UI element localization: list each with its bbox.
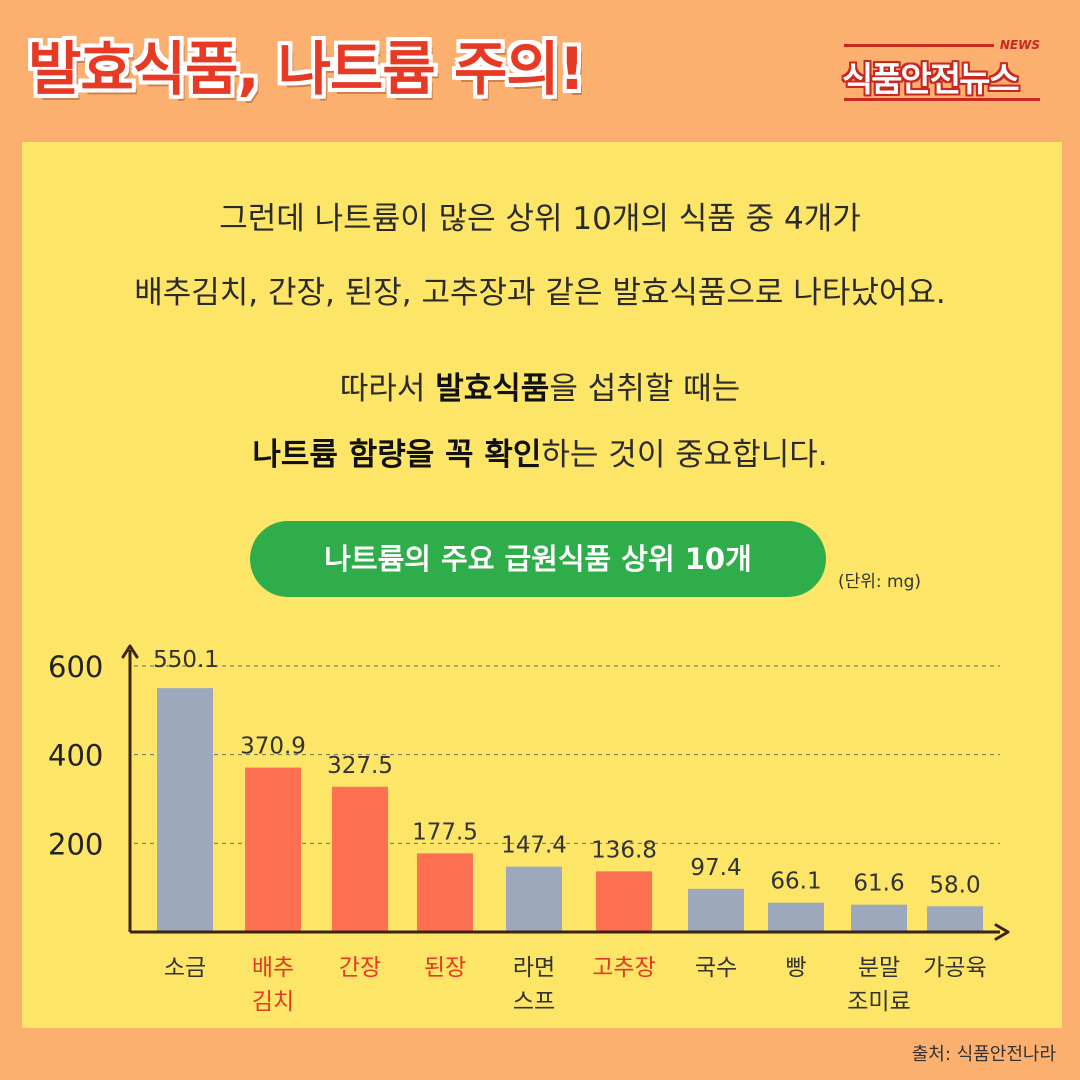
category-label: 분말 — [858, 955, 900, 981]
logo-news-tag: NEWS — [999, 38, 1040, 52]
y-axis-arrow — [121, 644, 139, 659]
y-tick-label: 400 — [48, 739, 103, 773]
bar — [927, 906, 983, 932]
advice-line-1: 따라서 발효식품을 섭취할 때는 — [0, 358, 1080, 420]
value-label: 58.0 — [929, 872, 980, 898]
value-label: 66.1 — [770, 869, 821, 895]
value-label: 61.6 — [853, 871, 904, 897]
unit-label: (단위: mg) — [838, 572, 922, 592]
logo-text: 식품안전뉴스 — [842, 60, 1020, 100]
advice-line-1-bold: 발효식품 — [435, 371, 550, 407]
category-label: 간장 — [339, 955, 381, 981]
value-label: 97.4 — [690, 855, 741, 881]
category-label: 조미료 — [847, 989, 910, 1015]
intro-line-2: 배추김치, 간장, 된장, 고추장과 같은 발효식품으로 나타났어요. — [134, 275, 946, 311]
category-label: 빵 — [785, 955, 806, 981]
page-title: 발효식품, 나트륨 주의! — [28, 35, 585, 103]
source-note: 출처: 식품안전나라 — [911, 1044, 1056, 1065]
category-label: 된장 — [424, 955, 466, 981]
bar — [332, 786, 388, 932]
advice-line-2: 나트륨 함량을 꼭 확인하는 것이 중요합니다. — [0, 424, 1080, 486]
value-label: 147.4 — [501, 833, 567, 859]
category-label: 스프 — [513, 989, 555, 1015]
category-label: 가공육 — [923, 955, 986, 981]
bar — [417, 853, 473, 932]
value-label: 136.8 — [591, 837, 657, 863]
bar — [768, 902, 824, 932]
y-tick-label: 600 — [48, 650, 103, 684]
logo-rule-bottom — [844, 98, 1040, 101]
value-label: 550.1 — [153, 647, 219, 673]
category-label: 소금 — [164, 955, 206, 981]
value-label: 370.9 — [240, 734, 306, 760]
bar — [245, 767, 301, 932]
value-label: 177.5 — [412, 819, 478, 845]
bar — [688, 888, 744, 932]
intro-line-1: 그런데 나트륨이 많은 상위 10개의 식품 중 4개가 — [219, 201, 861, 237]
bar — [506, 866, 562, 932]
bar — [851, 904, 907, 932]
advice-line-2-bold: 나트륨 함량을 꼭 확인 — [252, 437, 542, 473]
category-label: 고추장 — [592, 955, 655, 981]
category-label: 배추 — [252, 955, 294, 981]
news-logo: NEWS 식품안전뉴스 — [840, 38, 1042, 104]
chart-title-pill: 나트륨의 주요 급원식품 상위 10개 — [250, 521, 826, 597]
y-tick-label: 200 — [48, 827, 103, 861]
logo-rule-top — [844, 44, 994, 47]
advice-line-2-post: 하는 것이 중요합니다. — [541, 437, 828, 473]
x-axis-arrow — [994, 923, 1010, 941]
category-label: 라면 — [513, 955, 555, 981]
category-label: 국수 — [695, 955, 737, 981]
advice-line-1-pre: 따라서 — [339, 371, 436, 407]
value-label: 327.5 — [327, 753, 393, 779]
category-label: 김치 — [252, 989, 294, 1015]
advice-line-1-post: 을 섭취할 때는 — [549, 371, 741, 407]
bar — [596, 871, 652, 932]
bar — [157, 688, 213, 932]
